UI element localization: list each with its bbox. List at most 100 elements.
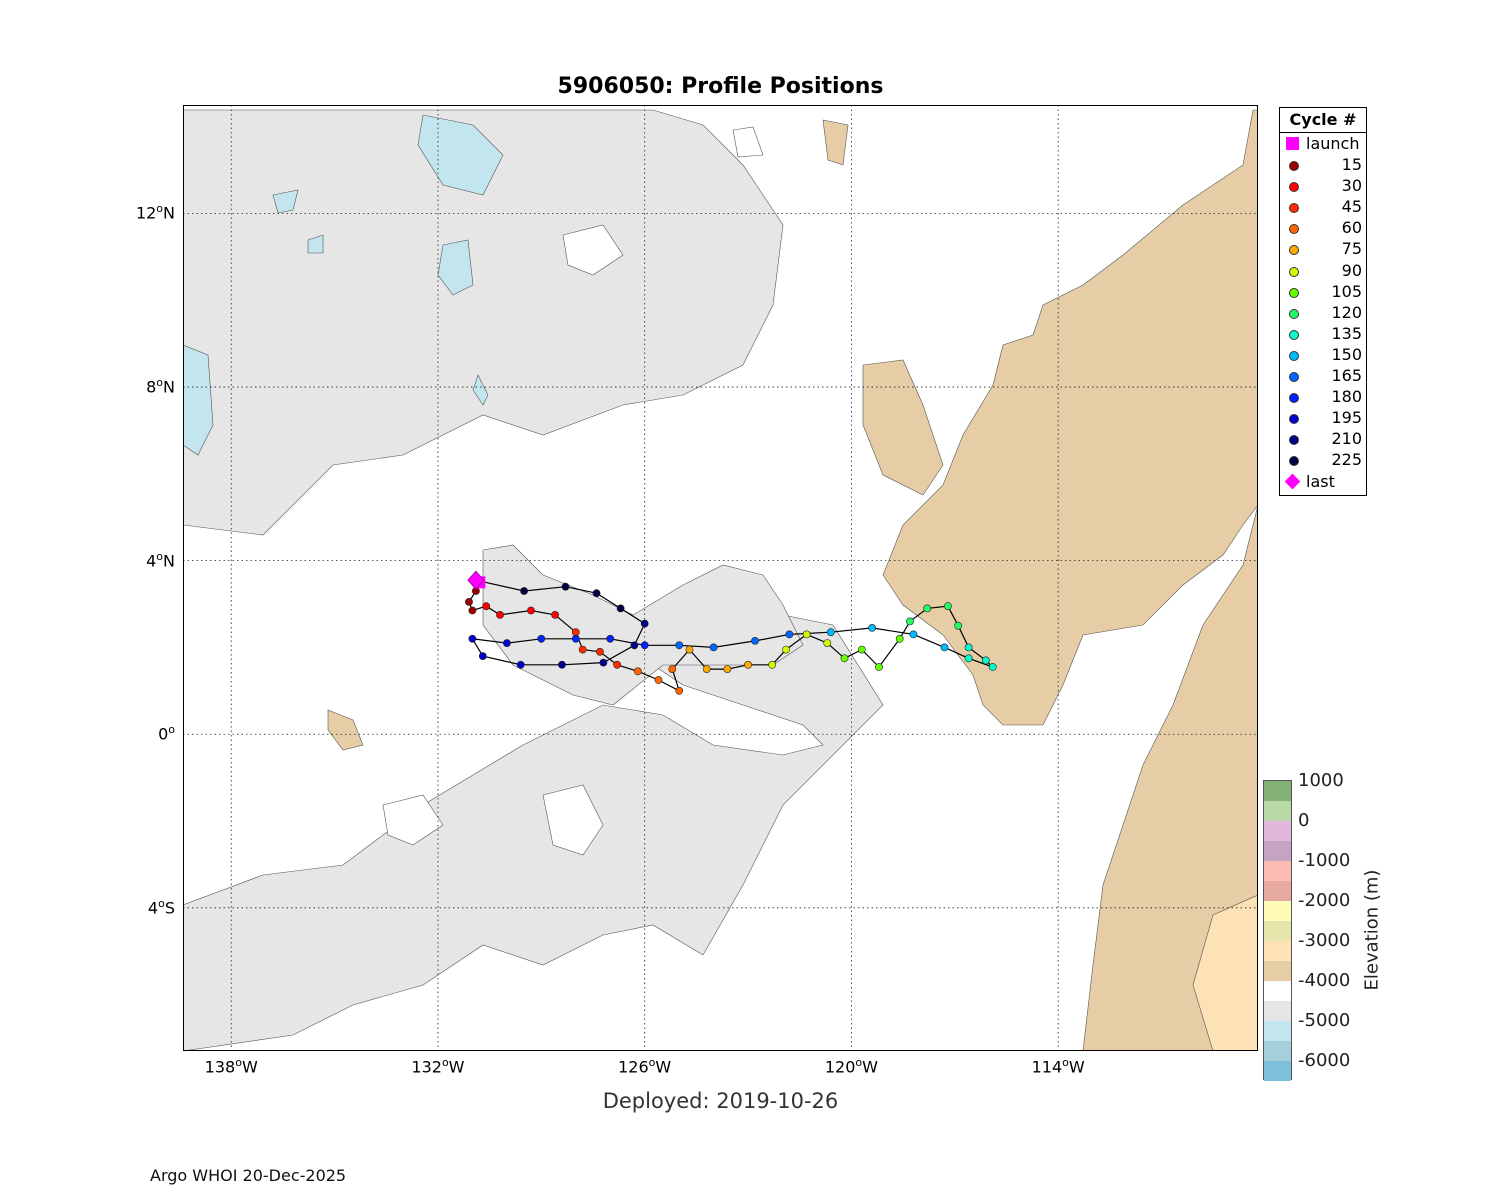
x-tick-label: 132oW: [411, 1056, 465, 1077]
profile-point: [875, 663, 883, 671]
colorbar-segment: [1264, 961, 1291, 981]
map-border: [183, 105, 1258, 1051]
x-tick-label: 120oW: [824, 1056, 878, 1077]
legend-entry: last: [1280, 471, 1366, 492]
profile-point: [592, 589, 601, 598]
profile-point: [465, 597, 473, 606]
colorbar-tick: -3000: [1298, 930, 1351, 951]
colorbar-tick: -6000: [1298, 1050, 1351, 1071]
profile-point: [558, 660, 566, 669]
profile-point: [561, 582, 570, 591]
colorbar-segment: [1264, 1001, 1291, 1021]
legend-label: last: [1306, 471, 1335, 491]
dot-icon: [1289, 414, 1299, 425]
profile-point: [599, 658, 608, 667]
x-tick-label: 138oW: [204, 1056, 258, 1077]
cycle-legend: Cycle # launch 15 30 45 60 75 90 105 120 135 150 16…: [1279, 107, 1367, 496]
profile-point: [482, 602, 491, 611]
profile-point: [633, 667, 642, 676]
colorbar-segment: [1264, 861, 1291, 881]
legend-entry: 135: [1280, 323, 1366, 344]
profile-point: [537, 634, 546, 643]
y-tick-label: 8oN: [146, 376, 175, 397]
profile-point: [613, 660, 621, 669]
profile-point: [571, 634, 580, 643]
colorbar-tick: -5000: [1298, 1010, 1351, 1031]
colorbar-tick: 1000: [1298, 770, 1344, 791]
dot-icon: [1289, 456, 1299, 467]
colorbar-segment: [1264, 1021, 1291, 1041]
profile-point: [702, 665, 711, 673]
legend-entry: launch: [1280, 133, 1366, 154]
legend-entry: 60: [1280, 217, 1366, 238]
map-title: 5906050: Profile Positions: [557, 74, 884, 99]
profile-point: [823, 639, 832, 647]
profile-point: [895, 634, 904, 643]
y-tick-label: 4oS: [147, 896, 175, 918]
profile-point: [630, 641, 639, 650]
legend-entry: 45: [1280, 196, 1366, 217]
profile-point: [606, 634, 615, 643]
profile-point: [782, 645, 790, 654]
colorbar-segment: [1264, 1061, 1291, 1081]
dot-icon: [1289, 266, 1299, 277]
colorbar-tick: -4000: [1298, 970, 1351, 991]
colorbar-segment: [1264, 921, 1291, 941]
profile-point: [595, 647, 604, 656]
colorbar-segment: [1264, 981, 1291, 1001]
legend-entry: 120: [1280, 302, 1366, 323]
profile-point: [668, 665, 677, 673]
profile-point: [906, 617, 914, 626]
profile-point: [675, 641, 684, 650]
colorbar-segment: [1264, 901, 1291, 921]
profile-point: [909, 630, 918, 639]
dot-icon: [1289, 372, 1299, 383]
legend-label: 90: [1341, 260, 1362, 280]
colorbar-tick: -2000: [1298, 890, 1351, 911]
dot-icon: [1289, 245, 1299, 256]
profile-point: [768, 660, 777, 669]
profile-point: [468, 606, 477, 615]
legend-entry: 180: [1280, 386, 1366, 407]
profile-point: [675, 686, 684, 695]
y-tick-label: 4oN: [146, 549, 175, 570]
colorbar-label-text: Elevation (m): [1361, 869, 1383, 991]
diamond-icon: [1284, 473, 1301, 489]
colorbar-segment: [1264, 781, 1291, 801]
profile-point: [751, 637, 759, 645]
colorbar-segment: [1264, 941, 1291, 961]
colorbar-segment: [1264, 821, 1291, 841]
profile-point: [516, 660, 525, 669]
profile-point: [685, 645, 694, 654]
dot-icon: [1289, 161, 1299, 172]
x-tick-label: 126oW: [618, 1056, 672, 1077]
profile-point: [944, 602, 952, 611]
legend-label: 165: [1331, 366, 1362, 386]
last-marker: [467, 570, 485, 590]
dot-icon: [1289, 224, 1299, 235]
profile-point: [785, 630, 794, 639]
colorbar-tick: -1000: [1298, 850, 1351, 871]
legend-title: Cycle #: [1280, 108, 1366, 133]
footer-credit: Argo WHOI 20-Dec-2025: [150, 1166, 347, 1185]
dot-icon: [1289, 350, 1299, 361]
profile-point: [964, 654, 973, 663]
legend-label: 195: [1331, 408, 1362, 428]
profile-point: [502, 639, 511, 647]
deployed-date: Deployed: 2019-10-26: [602, 1089, 839, 1113]
profile-point: [520, 587, 528, 595]
profile-point: [616, 604, 625, 613]
dot-icon: [1289, 435, 1299, 446]
colorbar-segment: [1264, 841, 1291, 861]
elevation-colorbar: [1263, 780, 1292, 1081]
profile-point: [826, 628, 835, 637]
legend-entry: 90: [1280, 260, 1366, 281]
legend-entry: 150: [1280, 344, 1366, 365]
profile-point: [578, 645, 587, 654]
profile-point: [496, 610, 504, 619]
profile-markers: [465, 570, 997, 695]
legend-label: 180: [1331, 387, 1362, 407]
y-tick-label: 12oN: [135, 202, 175, 223]
legend-entry: 165: [1280, 365, 1366, 386]
legend-entry: 15: [1280, 154, 1366, 175]
